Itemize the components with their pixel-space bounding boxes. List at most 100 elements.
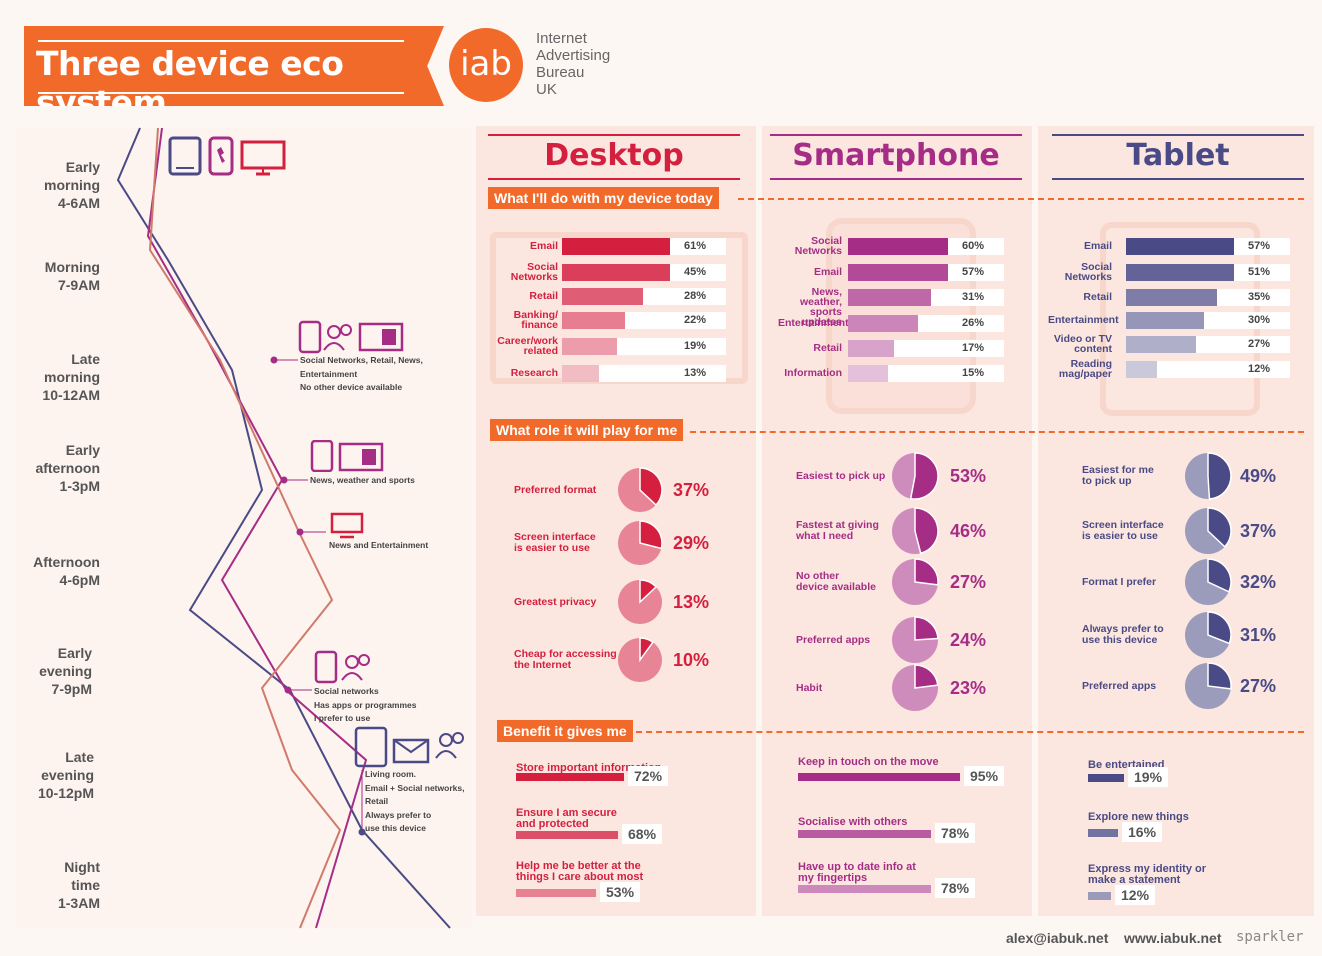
tablet-title: Tablet (1126, 138, 1230, 173)
section-role: What role it will play for me (490, 419, 684, 441)
tablet-usage-line (116, 127, 451, 929)
bar-label: Reading mag/paper (1058, 358, 1112, 380)
role-pie (1185, 452, 1232, 500)
bar-label: News, weather, sports updates (799, 286, 842, 328)
benefit-label: Store important information (516, 762, 662, 774)
annotation: Social networks Has apps or programmes I p… (314, 686, 417, 723)
role-value: 32% (1240, 572, 1277, 592)
benefit-bar (516, 831, 618, 839)
bar (848, 315, 918, 332)
pie-slice (914, 558, 939, 586)
people-icon (323, 324, 352, 351)
bar-value: 19% (684, 340, 707, 352)
role-value: 31% (1240, 625, 1277, 645)
iab-logo: iab (449, 28, 523, 102)
smartphone-title: Smartphone (792, 138, 1000, 173)
bar-label: Social Networks (794, 235, 842, 257)
role-label: Easiest to pick up (796, 470, 886, 482)
bar-track (562, 365, 726, 382)
benefit-label: Be entertained (1088, 759, 1165, 771)
benefit-bar (516, 773, 624, 781)
role-value: 49% (1240, 466, 1277, 486)
benefit-label: Ensure I am secure and protected (516, 807, 617, 830)
bar-label: Retail (813, 342, 842, 354)
bar-label: Video or TV content (1053, 333, 1112, 355)
bar (562, 312, 625, 329)
benefit-value: 78% (935, 823, 976, 843)
role-pie (618, 520, 663, 565)
bar-value: 17% (962, 342, 985, 354)
smartphone-icon (298, 320, 322, 354)
role-label: Greatest privacy (514, 596, 597, 608)
role-label: Easiest for me to pick up (1082, 464, 1154, 487)
bar-label: Entertainment (1048, 314, 1119, 326)
benefit-value: 19% (1128, 767, 1169, 787)
role-value: 24% (950, 630, 987, 650)
time-label: Early afternoon 1-3pM (35, 442, 100, 494)
role-value: 53% (950, 466, 987, 486)
role-value: 29% (673, 533, 710, 553)
annotation-icons (310, 440, 384, 472)
benefit-value: 72% (628, 766, 669, 786)
role-pie (1185, 611, 1232, 658)
bar-value: 51% (1248, 266, 1271, 278)
role-label: Preferred apps (796, 634, 871, 646)
bar (562, 338, 617, 355)
benefit-value: 16% (1122, 822, 1163, 842)
role-pie (892, 507, 939, 555)
bar-value: 45% (684, 266, 707, 278)
smartphone-icon (314, 650, 338, 684)
role-value: 46% (950, 521, 987, 541)
role-label: No other device available (796, 570, 876, 593)
time-label: Afternoon 4-6pM (33, 554, 100, 588)
bar (1126, 312, 1204, 329)
role-label: Always prefer to use this device (1082, 623, 1164, 646)
bar-value: 57% (1248, 240, 1271, 252)
benefit-value: 78% (935, 878, 976, 898)
bar (562, 288, 643, 305)
newspaper-icon (338, 442, 384, 472)
role-pie (892, 664, 939, 711)
bar (848, 264, 948, 281)
bar (848, 238, 948, 255)
timeline-panel (16, 128, 472, 928)
benefit-value: 95% (964, 766, 1005, 786)
pie-slice (914, 616, 939, 641)
smartphone-usage-line (146, 127, 368, 929)
benefit-label: Keep in touch on the move (798, 756, 939, 768)
bar-value: 60% (962, 240, 985, 252)
footer-email[interactable]: alex@iabuk.net (1006, 930, 1109, 946)
bar-label: Career/work related (497, 335, 558, 357)
role-value: 27% (1240, 676, 1277, 696)
time-label: Early morning 4-6AM (44, 159, 100, 211)
bar-value: 27% (1248, 338, 1271, 350)
bar-value: 57% (962, 266, 985, 278)
bar (848, 340, 894, 357)
benefit-value: 12% (1115, 885, 1156, 905)
bar (1126, 289, 1217, 306)
bar-label: Email (1083, 240, 1112, 252)
annotation: Social Networks, Retail, News, Entertainm… (300, 355, 423, 392)
benefit-label: Express my identity or make a statement (1088, 863, 1206, 886)
role-pie (618, 637, 662, 682)
benefit-label: Have up to date info at my fingertips (798, 861, 916, 884)
benefit-bar (516, 889, 596, 897)
role-pie (1185, 558, 1232, 605)
bar-label: Social Networks (510, 261, 558, 283)
bar-value: 15% (962, 367, 985, 379)
role-label: Preferred format (514, 484, 597, 496)
benefit-bar (1088, 892, 1111, 900)
pie-slice (1207, 662, 1232, 690)
people-icon (435, 732, 464, 759)
pie-slice (914, 507, 939, 555)
annotation-icons (354, 726, 464, 768)
benefit-bar (798, 773, 960, 781)
footer-website[interactable]: www.iabuk.net (1124, 930, 1222, 946)
benefit-bar (1088, 774, 1124, 782)
pie-slice (639, 637, 654, 663)
smartphone-icon (208, 136, 234, 176)
bar-value: 61% (684, 240, 707, 252)
benefit-label: Explore new things (1088, 811, 1189, 823)
pie-slice (1207, 507, 1232, 548)
